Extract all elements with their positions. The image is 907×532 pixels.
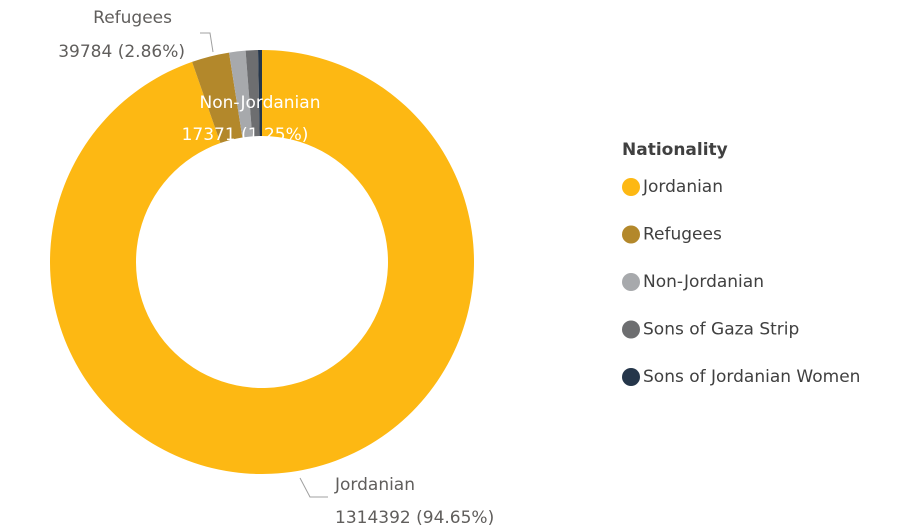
- legend-marker: [622, 368, 640, 386]
- data-label-name: Non-Jordanian: [200, 93, 321, 113]
- leader-line: [299, 477, 328, 498]
- slice: [192, 52, 243, 144]
- slice: [50, 50, 475, 475]
- legend-marker: [622, 273, 640, 291]
- data-label-value: 17371 (1.25%): [182, 125, 309, 145]
- data-label-value: 39784 (2.86%): [58, 42, 185, 62]
- leader-line: [200, 32, 214, 53]
- data-label-name: Refugees: [93, 8, 172, 28]
- legend-marker: [622, 225, 640, 244]
- legend-label: Sons of Gaza Strip: [643, 320, 799, 340]
- data-label-value: 1314392 (94.65%): [335, 508, 494, 528]
- slice: [258, 50, 262, 137]
- legend-title: Nationality: [622, 140, 728, 160]
- slice: [245, 50, 260, 137]
- legend-label: Refugees: [643, 225, 722, 245]
- legend-marker: [622, 178, 640, 196]
- legend-marker: [622, 320, 640, 339]
- legend-label: Jordanian: [642, 177, 723, 197]
- data-label-name: Jordanian: [334, 475, 415, 495]
- slice: [229, 50, 253, 138]
- legend-label: Non-Jordanian: [643, 272, 764, 292]
- legend-label: Sons of Jordanian Women: [643, 367, 860, 387]
